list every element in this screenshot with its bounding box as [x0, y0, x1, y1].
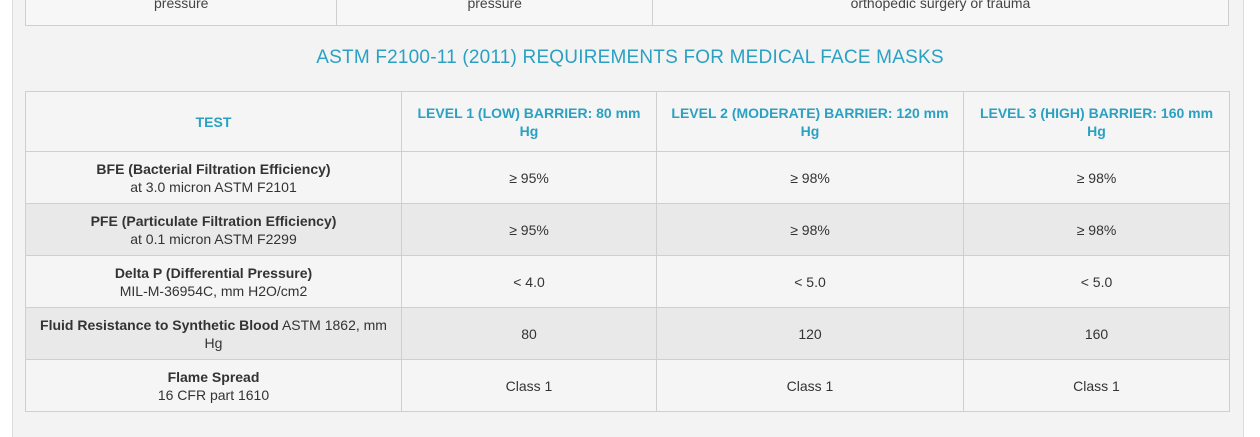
test-name: Delta P (Differential Pressure) — [114, 264, 313, 281]
previous-cell: pressure — [337, 0, 653, 25]
table-row: Flame Spread 16 CFR part 1610 Class 1 Cla… — [25, 359, 1230, 412]
test-name: Fluid Resistance to Synthetic Blood — [40, 316, 279, 333]
level-2-value: 120 — [656, 307, 964, 360]
level-1-value: 80 — [401, 307, 657, 360]
level-2-value: ≥ 98% — [656, 151, 964, 204]
table-row: BFE (Bacterial Filtration Efficiency) at … — [25, 151, 1230, 204]
section-title: ASTM F2100-11 (2011) REQUIREMENTS FOR ME… — [316, 47, 944, 68]
level-1-value: Class 1 — [401, 359, 657, 412]
header-test: TEST — [25, 91, 402, 152]
previous-cell: pressure — [26, 0, 338, 25]
level-2-value: Class 1 — [656, 359, 964, 412]
test-cell: PFE (Particulate Filtration Efficiency) a… — [25, 203, 402, 256]
previous-table-fragment: pressure pressure orthopedic surgery or … — [25, 0, 1229, 26]
test-cell: Delta P (Differential Pressure) MIL-M-369… — [25, 255, 402, 308]
level-3-value: ≥ 98% — [963, 203, 1230, 256]
test-cell: Flame Spread 16 CFR part 1610 — [25, 359, 402, 412]
table-header-row: TEST LEVEL 1 (LOW) BARRIER: 80 mm Hg LEV… — [25, 91, 1230, 152]
level-2-value: ≥ 98% — [656, 203, 964, 256]
header-level-2: LEVEL 2 (MODERATE) BARRIER: 120 mm Hg — [656, 91, 964, 152]
test-method: MIL-M-36954C, mm H2O/cm2 — [119, 282, 308, 299]
level-3-value: 160 — [963, 307, 1230, 360]
level-1-value: ≥ 95% — [401, 151, 657, 204]
level-2-value: < 5.0 — [656, 255, 964, 308]
test-method: ASTM 1862, mm Hg — [204, 316, 387, 351]
level-1-value: < 4.0 — [401, 255, 657, 308]
level-3-value: ≥ 98% — [963, 151, 1230, 204]
test-cell: Fluid Resistance to Synthetic Blood ASTM… — [25, 307, 402, 360]
level-3-value: Class 1 — [963, 359, 1230, 412]
table-row: PFE (Particulate Filtration Efficiency) a… — [25, 203, 1230, 256]
level-3-value: < 5.0 — [963, 255, 1230, 308]
level-1-value: ≥ 95% — [401, 203, 657, 256]
test-method: 16 CFR part 1610 — [157, 386, 270, 403]
table-row: Delta P (Differential Pressure) MIL-M-369… — [25, 255, 1230, 308]
header-level-1: LEVEL 1 (LOW) BARRIER: 80 mm Hg — [401, 91, 657, 152]
table-row: Fluid Resistance to Synthetic Blood ASTM… — [25, 307, 1230, 360]
previous-cell: orthopedic surgery or trauma — [850, 0, 1031, 11]
test-cell: BFE (Bacterial Filtration Efficiency) at … — [25, 151, 402, 204]
test-name: Flame Spread — [167, 368, 260, 385]
test-method: at 0.1 micron ASTM F2299 — [130, 230, 297, 247]
test-name: PFE (Particulate Filtration Efficiency) — [90, 212, 337, 229]
requirements-table: TEST LEVEL 1 (LOW) BARRIER: 80 mm Hg LEV… — [25, 91, 1230, 412]
test-method: at 3.0 micron ASTM F2101 — [130, 178, 297, 195]
test-name: BFE (Bacterial Filtration Efficiency) — [96, 160, 331, 177]
header-level-3: LEVEL 3 (HIGH) BARRIER: 160 mm Hg — [963, 91, 1230, 152]
